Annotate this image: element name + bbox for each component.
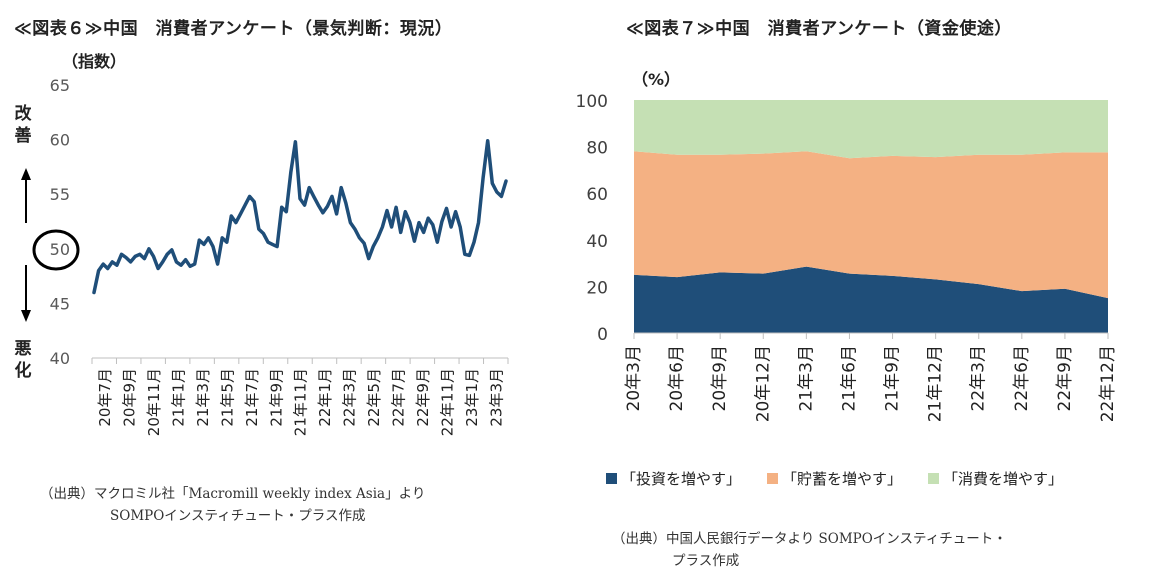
right-y-tick-label: 20 (586, 278, 608, 298)
left-x-tick-label: 23年1月 (463, 368, 481, 427)
left-x-tick-label: 22年5月 (365, 368, 383, 427)
legend-item-save: 「貯蓄を増やす」 (767, 468, 902, 489)
left-x-tick-label: 22年7月 (390, 368, 408, 427)
left-x-tick-label: 20年7月 (96, 368, 114, 427)
right-y-tick-label: 60 (586, 185, 608, 205)
right-y-tick-label: 40 (586, 232, 608, 252)
left-x-tick-label: 21年3月 (194, 368, 212, 427)
left-chart-title: ≪図表６≫中国 消費者アンケート（景気判断：現況） (14, 19, 453, 39)
left-x-tick-label: 22年11月 (439, 368, 457, 436)
left-chart-unit-label: （指数） (62, 52, 127, 71)
right-y-tick-label: 100 (576, 92, 608, 112)
right-chart-title: ≪図表７≫中国 消費者アンケート（資金使途） (626, 19, 1012, 39)
left-y-tick-label: 60 (50, 131, 70, 150)
right-chart-unit-label: （%） (632, 70, 681, 89)
right-x-tick-label: 20年12月 (753, 345, 773, 422)
legend-label-invest: 「投資を増やす」 (621, 470, 742, 488)
right-y-tick-label: 80 (586, 139, 608, 159)
right-chart-series (634, 100, 1108, 333)
right-y-tick-label: 0 (597, 325, 608, 345)
fifty-highlight-circle-icon (32, 229, 80, 271)
left-chart-axes (91, 357, 509, 364)
left-y-tick-label: 55 (50, 185, 70, 204)
area-series-0 (634, 266, 1108, 333)
improve-label-text: 改善 (14, 104, 32, 146)
right-x-tick-label: 22年3月 (969, 345, 989, 411)
improve-label: 改善 (14, 103, 34, 147)
right-x-tick-label: 21年6月 (839, 345, 859, 411)
worsen-label-text: 悪化 (14, 339, 32, 381)
right-x-tick-label: 21年9月 (883, 345, 903, 411)
right-x-tick-label: 22年12月 (1098, 345, 1118, 422)
right-x-tick-label: 22年9月 (1055, 345, 1075, 411)
down-arrow-icon (21, 265, 31, 322)
left-x-tick-label: 21年1月 (169, 368, 187, 427)
right-x-tick-label: 20年3月 (624, 345, 644, 411)
left-x-tick-label: 21年7月 (243, 368, 261, 427)
left-y-tick-label: 50 (50, 240, 70, 259)
left-y-tick-label: 40 (50, 349, 70, 368)
area-series-2 (634, 100, 1108, 159)
legend-label-save: 「貯蓄を増やす」 (782, 470, 903, 488)
right-x-tick-label: 21年3月 (796, 345, 816, 411)
up-arrow-icon (21, 168, 31, 223)
right-x-tick-label: 20年9月 (710, 345, 730, 411)
right-chart: 0 20 40 60 80 100 20年3月 20年6月 20年9月 20年12月 21年3月 21… (576, 92, 1118, 422)
left-x-tick-label: 22年3月 (341, 368, 359, 427)
right-x-tick-label: 20年6月 (667, 345, 687, 411)
right-x-tick-label: 21年12月 (926, 345, 946, 422)
left-chart: 40 45 50 55 60 65 20年7月 20年9月 20年11月 21年1月 21年3月 21… (21, 76, 509, 436)
right-chart-legend: 「投資を増やす」 「貯蓄を増やす」 「消費を増やす」 (606, 468, 1063, 489)
left-y-tick-label: 65 (50, 76, 70, 95)
right-source-line2: プラス作成 (672, 553, 740, 569)
left-x-tick-label: 20年9月 (120, 368, 138, 427)
legend-item-invest: 「投資を増やす」 (606, 468, 741, 489)
legend-item-consume: 「消費を増やす」 (928, 468, 1063, 489)
left-x-tick-label: 21年9月 (267, 368, 285, 427)
left-x-tick-label: 20年11月 (145, 368, 163, 436)
legend-label-consume: 「消費を増やす」 (943, 470, 1064, 488)
right-source-line1: （出典）中国人民銀行データより SOMPOインスティチュート・ (612, 531, 1007, 547)
worsen-label: 悪化 (14, 338, 34, 382)
left-chart-series (92, 138, 508, 295)
right-x-tick-label: 22年6月 (1012, 345, 1032, 411)
left-chart-tick-labels: 40 45 50 55 60 65 20年7月 20年9月 20年11月 21年1月 21年3月 21… (50, 76, 506, 436)
left-x-tick-label: 22年9月 (414, 368, 432, 427)
left-x-tick-label: 23年3月 (487, 368, 505, 427)
right-chart-tick-labels: 0 20 40 60 80 100 20年3月 20年6月 20年9月 20年12月 21年3月 21… (576, 92, 1118, 422)
area-series-1 (634, 151, 1108, 299)
legend-swatch-invest (606, 473, 617, 484)
left-source-line2: SOMPOインスティチュート・プラス作成 (110, 508, 366, 524)
legend-swatch-consume (928, 473, 940, 484)
left-x-tick-label: 21年11月 (292, 368, 310, 436)
left-y-tick-label: 45 (50, 294, 70, 313)
left-source-line1: （出典）マクロミル社「Macromill weekly index Asia」よ… (40, 486, 426, 502)
legend-swatch-save (767, 473, 779, 484)
left-series-line (92, 138, 508, 295)
right-chart-axes (633, 332, 1109, 339)
left-x-tick-label: 21年5月 (218, 368, 236, 427)
left-x-tick-label: 22年1月 (316, 368, 334, 427)
